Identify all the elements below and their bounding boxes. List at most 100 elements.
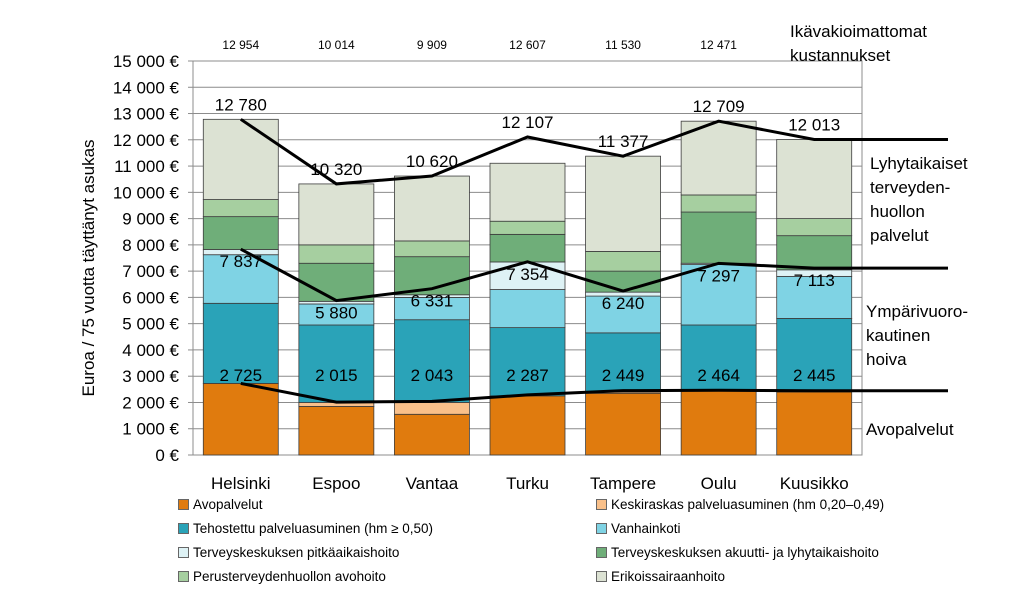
legend-item-pitkaaikaishoito: Terveyskeskuksen pitkäaikaishoito [178, 545, 399, 560]
bar-segment [585, 332, 661, 393]
legend-swatch [178, 523, 189, 534]
low-value-label: 2 464 [697, 366, 740, 385]
low-value-label: 2 287 [506, 366, 549, 385]
bar-segment [202, 216, 279, 250]
legend-item-vanhainkoti: Vanhainkoti [596, 521, 681, 536]
legend-item-erikoissairaanhoito: Erikoissairaanhoito [596, 569, 725, 584]
low-value-label: 2 449 [602, 366, 645, 385]
chart: 0 € 1 000 € 2 000 € 3 000 € 4 000 € 5 000 € 6 … [79, 38, 948, 493]
y-tick-label: 1 000 € [122, 420, 179, 439]
total-value-label: 12 013 [788, 115, 840, 134]
bar-segment [202, 118, 279, 200]
bar-segment [680, 264, 757, 326]
unadjusted-cost-label: 9 909 [417, 38, 447, 52]
legend-label: Terveyskeskuksen pitkäaikaishoito [193, 545, 400, 560]
low-value-label: 2 015 [315, 366, 358, 385]
bar-segment [298, 244, 375, 264]
legend-item-perusterveydenhuolto: Perusterveydenhuollon avohoito [178, 569, 386, 584]
x-tick-label: Vantaa [406, 474, 459, 493]
bar-segment [298, 406, 375, 456]
bar-segment [394, 413, 470, 456]
total-value-label: 12 107 [502, 113, 554, 132]
bar-segment [489, 162, 566, 222]
unadjusted-cost-label: 10 014 [318, 38, 355, 52]
legend-swatch [596, 499, 607, 510]
bar-segment [585, 392, 661, 456]
bar-segment [776, 318, 853, 392]
bar-segment [298, 262, 375, 302]
bar-segment [585, 251, 661, 272]
unadjusted-cost-label: 12 471 [700, 38, 737, 52]
y-tick-label: 5 000 € [122, 315, 179, 334]
x-tick-label: Turku [506, 474, 549, 493]
y-tick-label: 15 000 € [113, 52, 180, 71]
y-tick-label: 12 000 € [113, 131, 180, 150]
total-value-label: 10 620 [406, 152, 458, 171]
y-tick-label: 3 000 € [122, 367, 179, 386]
bar-segment [394, 319, 470, 403]
legend-swatch [596, 571, 607, 582]
x-tick-label: Kuusikko [780, 474, 849, 493]
legend-item-tehostettu: Tehostettu palveluasuminen (hm ≥ 0,50) [178, 521, 433, 536]
bar-segment [394, 240, 470, 258]
total-line [239, 118, 948, 186]
bar-segment [776, 218, 853, 237]
x-tick-label: Helsinki [211, 474, 271, 493]
bar-segment [298, 183, 375, 246]
bar-segment [202, 383, 279, 456]
legend-swatch [178, 499, 189, 510]
low-value-label: 2 445 [793, 366, 836, 385]
y-tick-label: 13 000 € [113, 105, 180, 124]
legend-label: Terveyskeskuksen akuutti- ja lyhytaikais… [611, 545, 879, 560]
bar-segment [680, 211, 757, 264]
legend-item-akuutti: Terveyskeskuksen akuutti- ja lyhytaikais… [596, 545, 879, 560]
bar-segment [776, 391, 853, 456]
bar-segment [585, 155, 661, 252]
low-value-label: 2 043 [411, 366, 454, 385]
bar-segment [394, 175, 470, 242]
total-value-label: 12 709 [693, 97, 745, 116]
bar-segment [202, 302, 279, 384]
low-line [240, 381, 948, 404]
bar-segment [680, 120, 757, 196]
bar-segment [489, 289, 566, 329]
legend-swatch [596, 547, 607, 558]
mid-value-label: 6 331 [411, 292, 454, 311]
legend-label: Keskiraskas palveluasuminen (hm 0,20–0,4… [611, 497, 885, 512]
legend-label: Avopalvelut [193, 497, 263, 512]
legend: Avopalvelut Keskiraskas palveluasuminen … [178, 497, 978, 597]
x-tick-label: Tampere [590, 474, 656, 493]
y-tick-label: 8 000 € [122, 236, 179, 255]
bar-segment [394, 402, 470, 415]
legend-item-avopalvelut: Avopalvelut [178, 497, 263, 512]
mid-line [240, 247, 948, 303]
total-value-label: 12 780 [215, 95, 267, 114]
y-tick-label: 2 000 € [122, 393, 179, 412]
unadjusted-cost-label: 11 530 [605, 38, 641, 52]
y-tick-label: 0 € [155, 446, 179, 465]
legend-swatch [596, 523, 607, 534]
legend-swatch [178, 547, 189, 558]
mid-value-label: 7 113 [794, 271, 835, 290]
legend-item-keskiraskas: Keskiraskas palveluasuminen (hm 0,20–0,4… [596, 497, 884, 512]
y-tick-label: 10 000 € [113, 183, 180, 202]
unadjusted-cost-label: 12 954 [222, 38, 259, 52]
unadjusted-cost-label: 12 607 [509, 38, 546, 52]
mid-value-label: 7 837 [220, 252, 263, 271]
bar-segment [489, 395, 566, 456]
group-label-outpatient: Avopalvelut [866, 420, 954, 439]
group-label-round-the-clock-care: Ympärivuoro- kautinen hoiva [866, 302, 969, 369]
bar-segment [489, 327, 566, 397]
legend-swatch [178, 571, 189, 582]
total-value-label: 11 377 [598, 132, 649, 151]
bar-segment [298, 324, 375, 403]
total-value-label: 10 320 [310, 160, 362, 179]
bar-segment [489, 261, 566, 290]
y-tick-label: 14 000 € [113, 78, 180, 97]
mid-value-label: 7 297 [697, 266, 740, 285]
bar-segment [585, 295, 661, 334]
x-tick-label: Espoo [312, 474, 360, 493]
y-tick-label: 7 000 € [122, 262, 179, 281]
bar-segment [489, 233, 566, 263]
bar-segment [776, 275, 853, 319]
